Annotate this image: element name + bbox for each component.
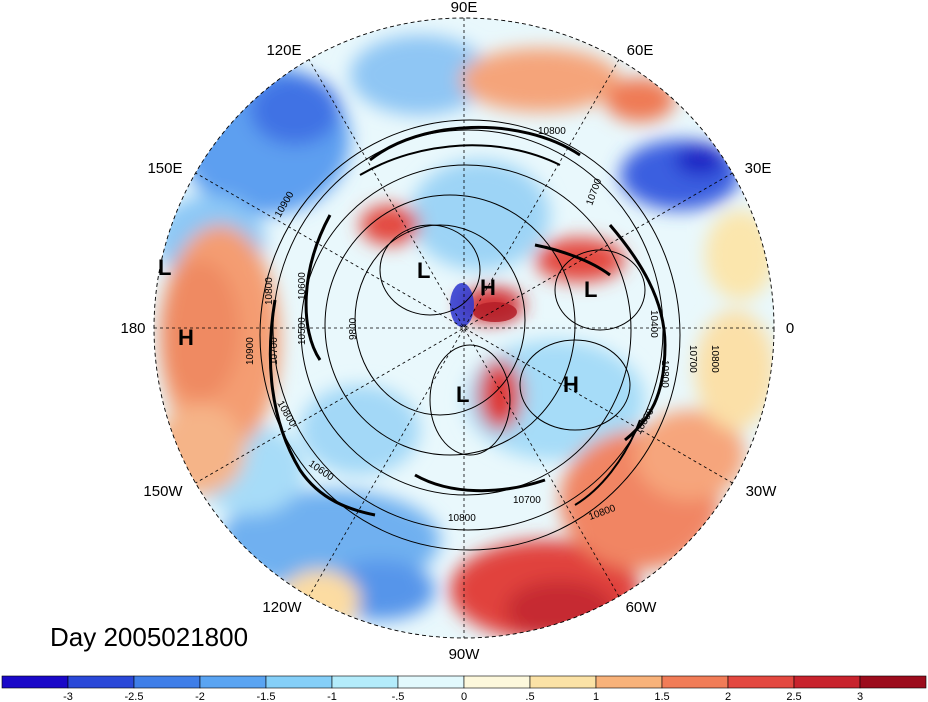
- colorbar-swatch: [67, 675, 135, 689]
- contour-label: 10900: [245, 337, 256, 365]
- meridian-line: [195, 172, 733, 484]
- contour-line: [259, 119, 681, 551]
- jet-contour: [414, 473, 546, 493]
- high-pressure-marker: H: [178, 325, 194, 350]
- contour-label: 10800: [659, 360, 670, 388]
- meridian-line: [308, 59, 620, 597]
- pressure-centers: L H L H L H L: [158, 255, 597, 407]
- low-pressure-marker: L: [417, 258, 430, 283]
- contour-label: 10600: [297, 272, 308, 300]
- contour-label: 10700: [513, 495, 541, 506]
- lon-label-0: 0: [786, 320, 794, 337]
- lon-label-120e: 120E: [266, 42, 301, 59]
- colorbar-tick-label: 3: [857, 691, 863, 702]
- colorbar-swatch: [331, 675, 399, 689]
- contour-label: 10500: [297, 317, 308, 345]
- lon-label-60e: 60E: [627, 42, 654, 59]
- contour-line: [554, 249, 646, 331]
- lon-label-150w: 150W: [143, 483, 183, 500]
- colorbar-swatch: [463, 675, 531, 689]
- jet-contour: [359, 144, 561, 176]
- colorbar-tick-label: -.5: [392, 691, 405, 702]
- low-pressure-marker: L: [456, 382, 469, 407]
- contour-line: [519, 339, 631, 431]
- contour-label: 10400: [648, 310, 659, 338]
- colorbar-tick-label: -2: [195, 691, 205, 702]
- map-boundary: [153, 17, 775, 639]
- colorbar-tick-label: 1: [593, 691, 599, 702]
- lon-label-180: 180: [120, 320, 145, 337]
- contour-line: [354, 224, 526, 416]
- lon-label-60w: 60W: [626, 599, 658, 616]
- colorbar-tick-label: -1.5: [257, 691, 276, 702]
- colorbar-tick-label: .5: [525, 691, 534, 702]
- contour-label: 10800: [538, 126, 566, 137]
- contour-label: 9800: [348, 317, 359, 340]
- colorbar-swatch: [265, 675, 333, 689]
- high-pressure-marker: H: [563, 372, 579, 397]
- contour-line: [379, 224, 481, 316]
- colorbar-swatch: [793, 675, 861, 689]
- anomaly-max-accent: [473, 302, 517, 322]
- lon-label-120w: 120W: [262, 599, 302, 616]
- jet-contour: [608, 224, 667, 442]
- high-pressure-marker: H: [480, 275, 496, 300]
- meridian-line: [195, 172, 733, 484]
- colorbar-tick-label: 0: [461, 691, 467, 702]
- colorbar-swatch: [397, 675, 465, 689]
- contour-label: 10800: [264, 277, 275, 305]
- lon-label-90e: 90E: [451, 0, 478, 16]
- jet-contour: [574, 419, 641, 506]
- graticule: [154, 18, 774, 638]
- colorbar-tick-label: 2: [725, 691, 731, 702]
- colorbar-swatch: [595, 675, 663, 689]
- contour-label: 10700: [269, 337, 280, 365]
- colorbar-tick-label: 1.5: [654, 691, 669, 702]
- low-pressure-marker: L: [158, 255, 171, 280]
- lon-label-150e: 150E: [147, 160, 182, 177]
- contour-label: 10700: [687, 345, 698, 373]
- colorbar-swatch: [1, 675, 69, 689]
- anomaly-field: [155, 35, 774, 638]
- contour-line: [324, 194, 576, 456]
- colorbar-tick-label: -2.5: [125, 691, 144, 702]
- contour-label: 10800: [448, 513, 476, 524]
- height-contours: [259, 119, 681, 551]
- contour-line: [300, 164, 632, 496]
- longitude-labels: 90E 60E 30E 0 30W 60W 90W 120W 150W 180 …: [120, 0, 794, 663]
- date-label: Day 2005021800: [50, 622, 248, 652]
- meridian-line: [308, 59, 620, 597]
- colorbar: -3 -2.5 -2 -1.5 -1 -.5 0 .5 1 1.5 2 2.5 3: [1, 675, 927, 702]
- colorbar-swatch: [859, 675, 927, 689]
- colorbar-swatch: [133, 675, 201, 689]
- colorbar-swatch: [529, 675, 597, 689]
- jet-contour: [369, 126, 581, 162]
- contour-label: 10800: [709, 345, 720, 373]
- colorbar-tick-label: -1: [327, 691, 337, 702]
- colorbar-swatch: [199, 675, 267, 689]
- colorbar-tick-label: -3: [63, 691, 73, 702]
- contour-line: [429, 344, 511, 456]
- jet-contour: [304, 214, 332, 361]
- lon-label-30e: 30E: [745, 160, 772, 177]
- low-pressure-marker: L: [584, 277, 597, 302]
- colorbar-tick-label: 2.5: [786, 691, 801, 702]
- jet-contour: [534, 243, 611, 277]
- jet-contour: [268, 299, 376, 517]
- colorbar-swatch: [661, 675, 729, 689]
- colorbar-swatch: [727, 675, 795, 689]
- lon-label-30w: 30W: [746, 483, 778, 500]
- lon-label-90w: 90W: [449, 646, 481, 663]
